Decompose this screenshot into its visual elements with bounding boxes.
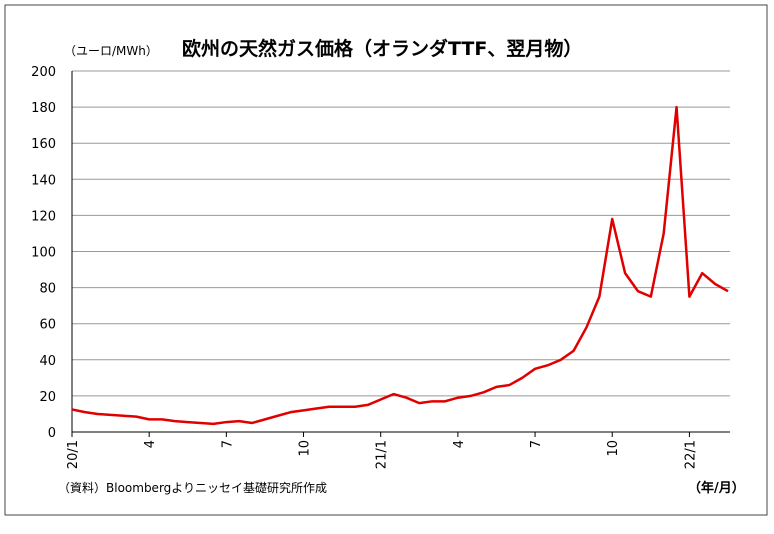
y-tick-label: 40 bbox=[39, 354, 56, 369]
y-tick-label: 80 bbox=[39, 282, 56, 297]
x-tick-label: 7 bbox=[220, 440, 235, 448]
data-line bbox=[71, 105, 729, 426]
frame bbox=[4, 4, 768, 516]
x-tick-label: 20/1 bbox=[66, 440, 81, 469]
x-tick-label: 7 bbox=[529, 440, 544, 448]
chart-title: 欧州の天然ガス価格（オランダTTF、翌月物） bbox=[182, 37, 582, 60]
y-tick-label: 180 bbox=[31, 101, 56, 116]
x-tick-label: 22/1 bbox=[683, 440, 698, 469]
y-tick-label: 200 bbox=[31, 65, 56, 80]
y-tick-label: 0 bbox=[48, 426, 56, 441]
y-tick-label: 160 bbox=[31, 137, 56, 152]
x-axis-label: （年/月） bbox=[688, 480, 745, 496]
y-tick-label: 60 bbox=[39, 318, 56, 333]
x-tick-label: 10 bbox=[606, 440, 621, 457]
y-tick-label: 140 bbox=[31, 173, 56, 188]
y-tick-label: 20 bbox=[39, 390, 56, 405]
x-tick-label: 21/1 bbox=[375, 440, 390, 469]
y-axis-label: （ユーロ/MWh） bbox=[64, 44, 158, 58]
x-tick-label: 4 bbox=[143, 440, 158, 448]
x-tick-label: 4 bbox=[452, 440, 467, 448]
y-tick-label: 120 bbox=[31, 209, 56, 224]
y-tick-label: 100 bbox=[31, 246, 56, 261]
x-tick-label: 10 bbox=[298, 440, 313, 457]
source: （資料）Bloombergよりニッセイ基礎研究所作成 bbox=[58, 480, 327, 495]
